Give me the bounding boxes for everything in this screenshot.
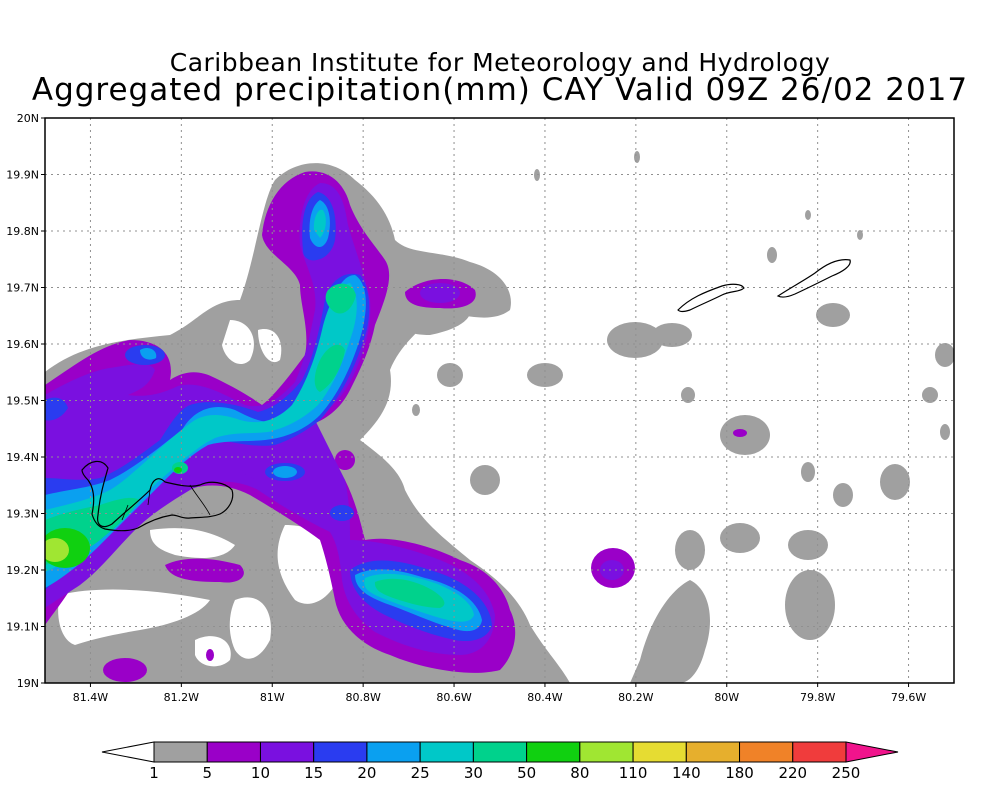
colorbar-box [419,741,474,763]
colorbar-label: 250 [832,764,861,782]
lat-tick-label: 19.2N [6,564,39,577]
colorbar-label: 140 [672,764,701,782]
lon-tick-label: 80.6W [436,691,471,704]
colorbar-box [739,741,794,763]
little-cayman-outline [677,283,745,313]
lon-tick-label: 81.2W [164,691,199,704]
rain-contour-yellowgreen [45,538,69,562]
colorbar-label: 20 [357,764,376,782]
lat-tick-label: 19.5N [6,395,39,408]
lon-tick-label: 81.4W [73,691,108,704]
colorbar-box [472,741,528,763]
colorbar-label: 5 [202,764,212,782]
colorbar-box [259,741,315,763]
colorbar-box [366,741,421,763]
colorbar-box [313,741,368,763]
island-outlines [81,259,851,532]
map-grid [45,118,954,683]
lat-tick-label: 19.8N [6,225,39,238]
precipitation-field [45,118,954,683]
lon-tick-label: 79.6W [891,691,926,704]
colorbar-under-triangle [101,741,155,763]
colorbar-label: 180 [725,764,754,782]
lat-tick-label: 20N [17,112,39,125]
lat-tick-label: 19.7N [6,282,39,295]
grand-cayman-outline [81,460,234,532]
colorbar-label: 1 [149,764,159,782]
lat-tick-label: 19.1N [6,621,39,634]
colorbar-label: 220 [778,764,807,782]
lat-tick-label: 19N [17,677,39,690]
colorbar-label: 10 [251,764,270,782]
colorbar-label: 30 [464,764,483,782]
lon-tick-label: 80.4W [527,691,562,704]
lat-tick-label: 19.9N [6,169,39,182]
title-line-2: Aggregated precipitation(mm) CAY Valid 0… [31,72,969,108]
colorbar-label: 80 [570,764,589,782]
colorbar-box [526,741,581,763]
colorbar-label: 25 [411,764,430,782]
lat-tick-label: 19.3N [6,508,39,521]
colorbar-box [579,741,634,763]
lon-tick-label: 80.8W [345,691,380,704]
cayman-brac-outline [776,259,851,298]
colorbar-label: 15 [304,764,323,782]
colorbar-box [206,741,261,763]
lat-tick-label: 19.6N [6,338,39,351]
lat-tick-label: 19.4N [6,451,39,464]
lon-tick-label: 80W [714,691,739,704]
colorbar-labels: 1 5 10 15 20 25 30 50 80 110 140 180 220 250 [149,764,860,782]
lon-tick-label: 80.2W [618,691,653,704]
colorbar-box [685,741,741,763]
colorbar-over-triangle [845,741,899,763]
lon-tick-label: 79.8W [800,691,835,704]
longitude-tick-labels: 81.4W 81.2W 81W 80.8W 80.6W 80.4W 80.2W 80W 79.8… [73,683,926,704]
rain-contour-holes [45,320,341,667]
colorbar-box [632,741,687,763]
colorbar-box [792,741,847,763]
colorbar-label: 50 [517,764,536,782]
colorbar-box [153,741,208,763]
colorbar-label: 110 [619,764,648,782]
lon-tick-label: 81W [260,691,285,704]
latitude-tick-labels: 20N 19.9N 19.8N 19.7N 19.6N 19.5N 19.4N 19.3N 19… [6,112,45,690]
title-line-1: Caribbean Institute for Meteorology and … [169,48,831,77]
